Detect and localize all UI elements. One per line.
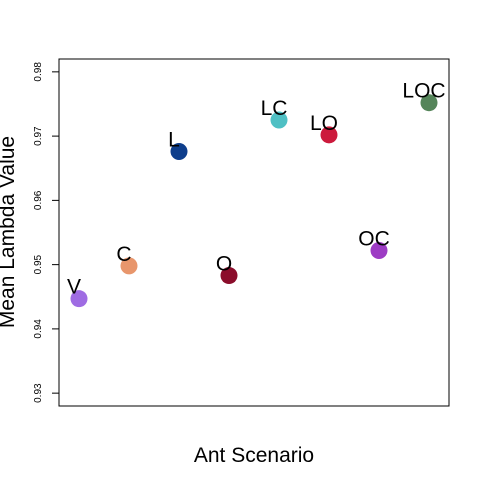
point-label-l: L [168, 129, 180, 152]
point-label-c: C [116, 243, 131, 266]
data-point-o [220, 267, 238, 285]
data-point-oc [370, 241, 388, 259]
y-tick-label: 0.98 [33, 62, 44, 82]
y-tick-label: 0.96 [33, 190, 44, 210]
point-label-oc: OC [358, 227, 390, 250]
x-axis-label: Ant Scenario [194, 444, 314, 467]
y-tick-label: 0.94 [33, 319, 44, 339]
point-label-lo: LO [310, 112, 338, 135]
point-label-v: V [67, 276, 81, 299]
data-point-lc [270, 111, 288, 129]
y-axis-label: Mean Lambda Value [0, 136, 19, 328]
y-tick-label: 0.95 [33, 254, 44, 274]
data-point-lo [320, 126, 338, 144]
data-point-c [120, 257, 138, 275]
data-point-v [70, 290, 88, 308]
y-tick-label: 0.97 [33, 126, 44, 146]
point-label-loc: LOC [402, 80, 445, 103]
point-label-lc: LC [261, 97, 288, 120]
data-point-l [170, 143, 188, 161]
point-label-o: O [216, 253, 232, 276]
plot-frame [58, 58, 450, 407]
y-tick-label: 0.93 [33, 383, 44, 403]
y-axis: 0.93 0.94 0.95 0.96 0.97 0.98 [33, 62, 60, 403]
data-point-loc [420, 94, 438, 112]
